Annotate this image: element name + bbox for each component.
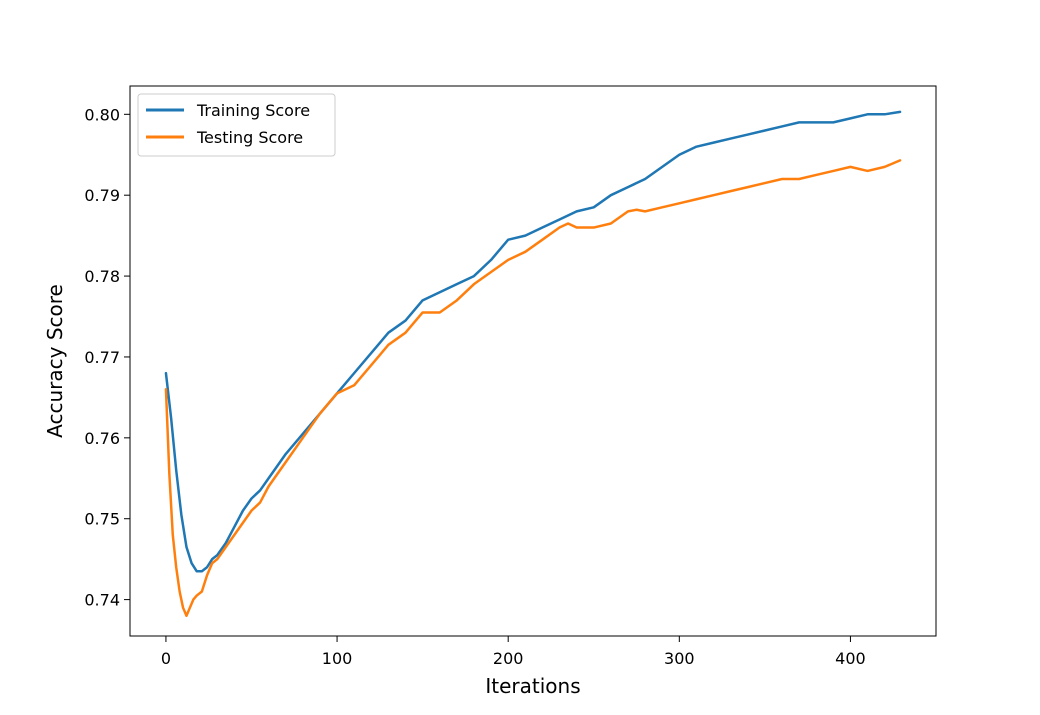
legend: Training Score Testing Score (137, 93, 336, 157)
x-tick-label: 400 (835, 649, 866, 668)
series-line-training (164, 110, 902, 573)
series-line-testing (164, 159, 902, 618)
y-axis-ticks: 0.74 0.75 0.76 0.77 0.78 0.79 0.80 (84, 105, 130, 610)
plot-frame (129, 85, 937, 637)
series-layer (164, 110, 902, 618)
x-axis-title: Iterations (485, 674, 580, 698)
x-tick-label: 300 (664, 649, 695, 668)
x-tick-label: 0 (161, 649, 171, 668)
y-tick-label: 0.74 (84, 591, 120, 610)
x-tick-label: 100 (322, 649, 353, 668)
y-tick-label: 0.79 (84, 186, 120, 205)
y-axis-title: Accuracy Score (43, 284, 67, 438)
legend-box (137, 93, 336, 157)
legend-label-training: Training Score (196, 101, 310, 120)
y-tick-label: 0.75 (84, 510, 120, 529)
x-axis-ticks: 0 100 200 300 400 (161, 636, 866, 668)
x-tick-label: 200 (493, 649, 524, 668)
y-tick-label: 0.80 (84, 105, 120, 124)
y-tick-label: 0.76 (84, 429, 120, 448)
y-tick-label: 0.78 (84, 267, 120, 286)
legend-label-testing: Testing Score (196, 128, 303, 147)
y-tick-label: 0.77 (84, 348, 120, 367)
